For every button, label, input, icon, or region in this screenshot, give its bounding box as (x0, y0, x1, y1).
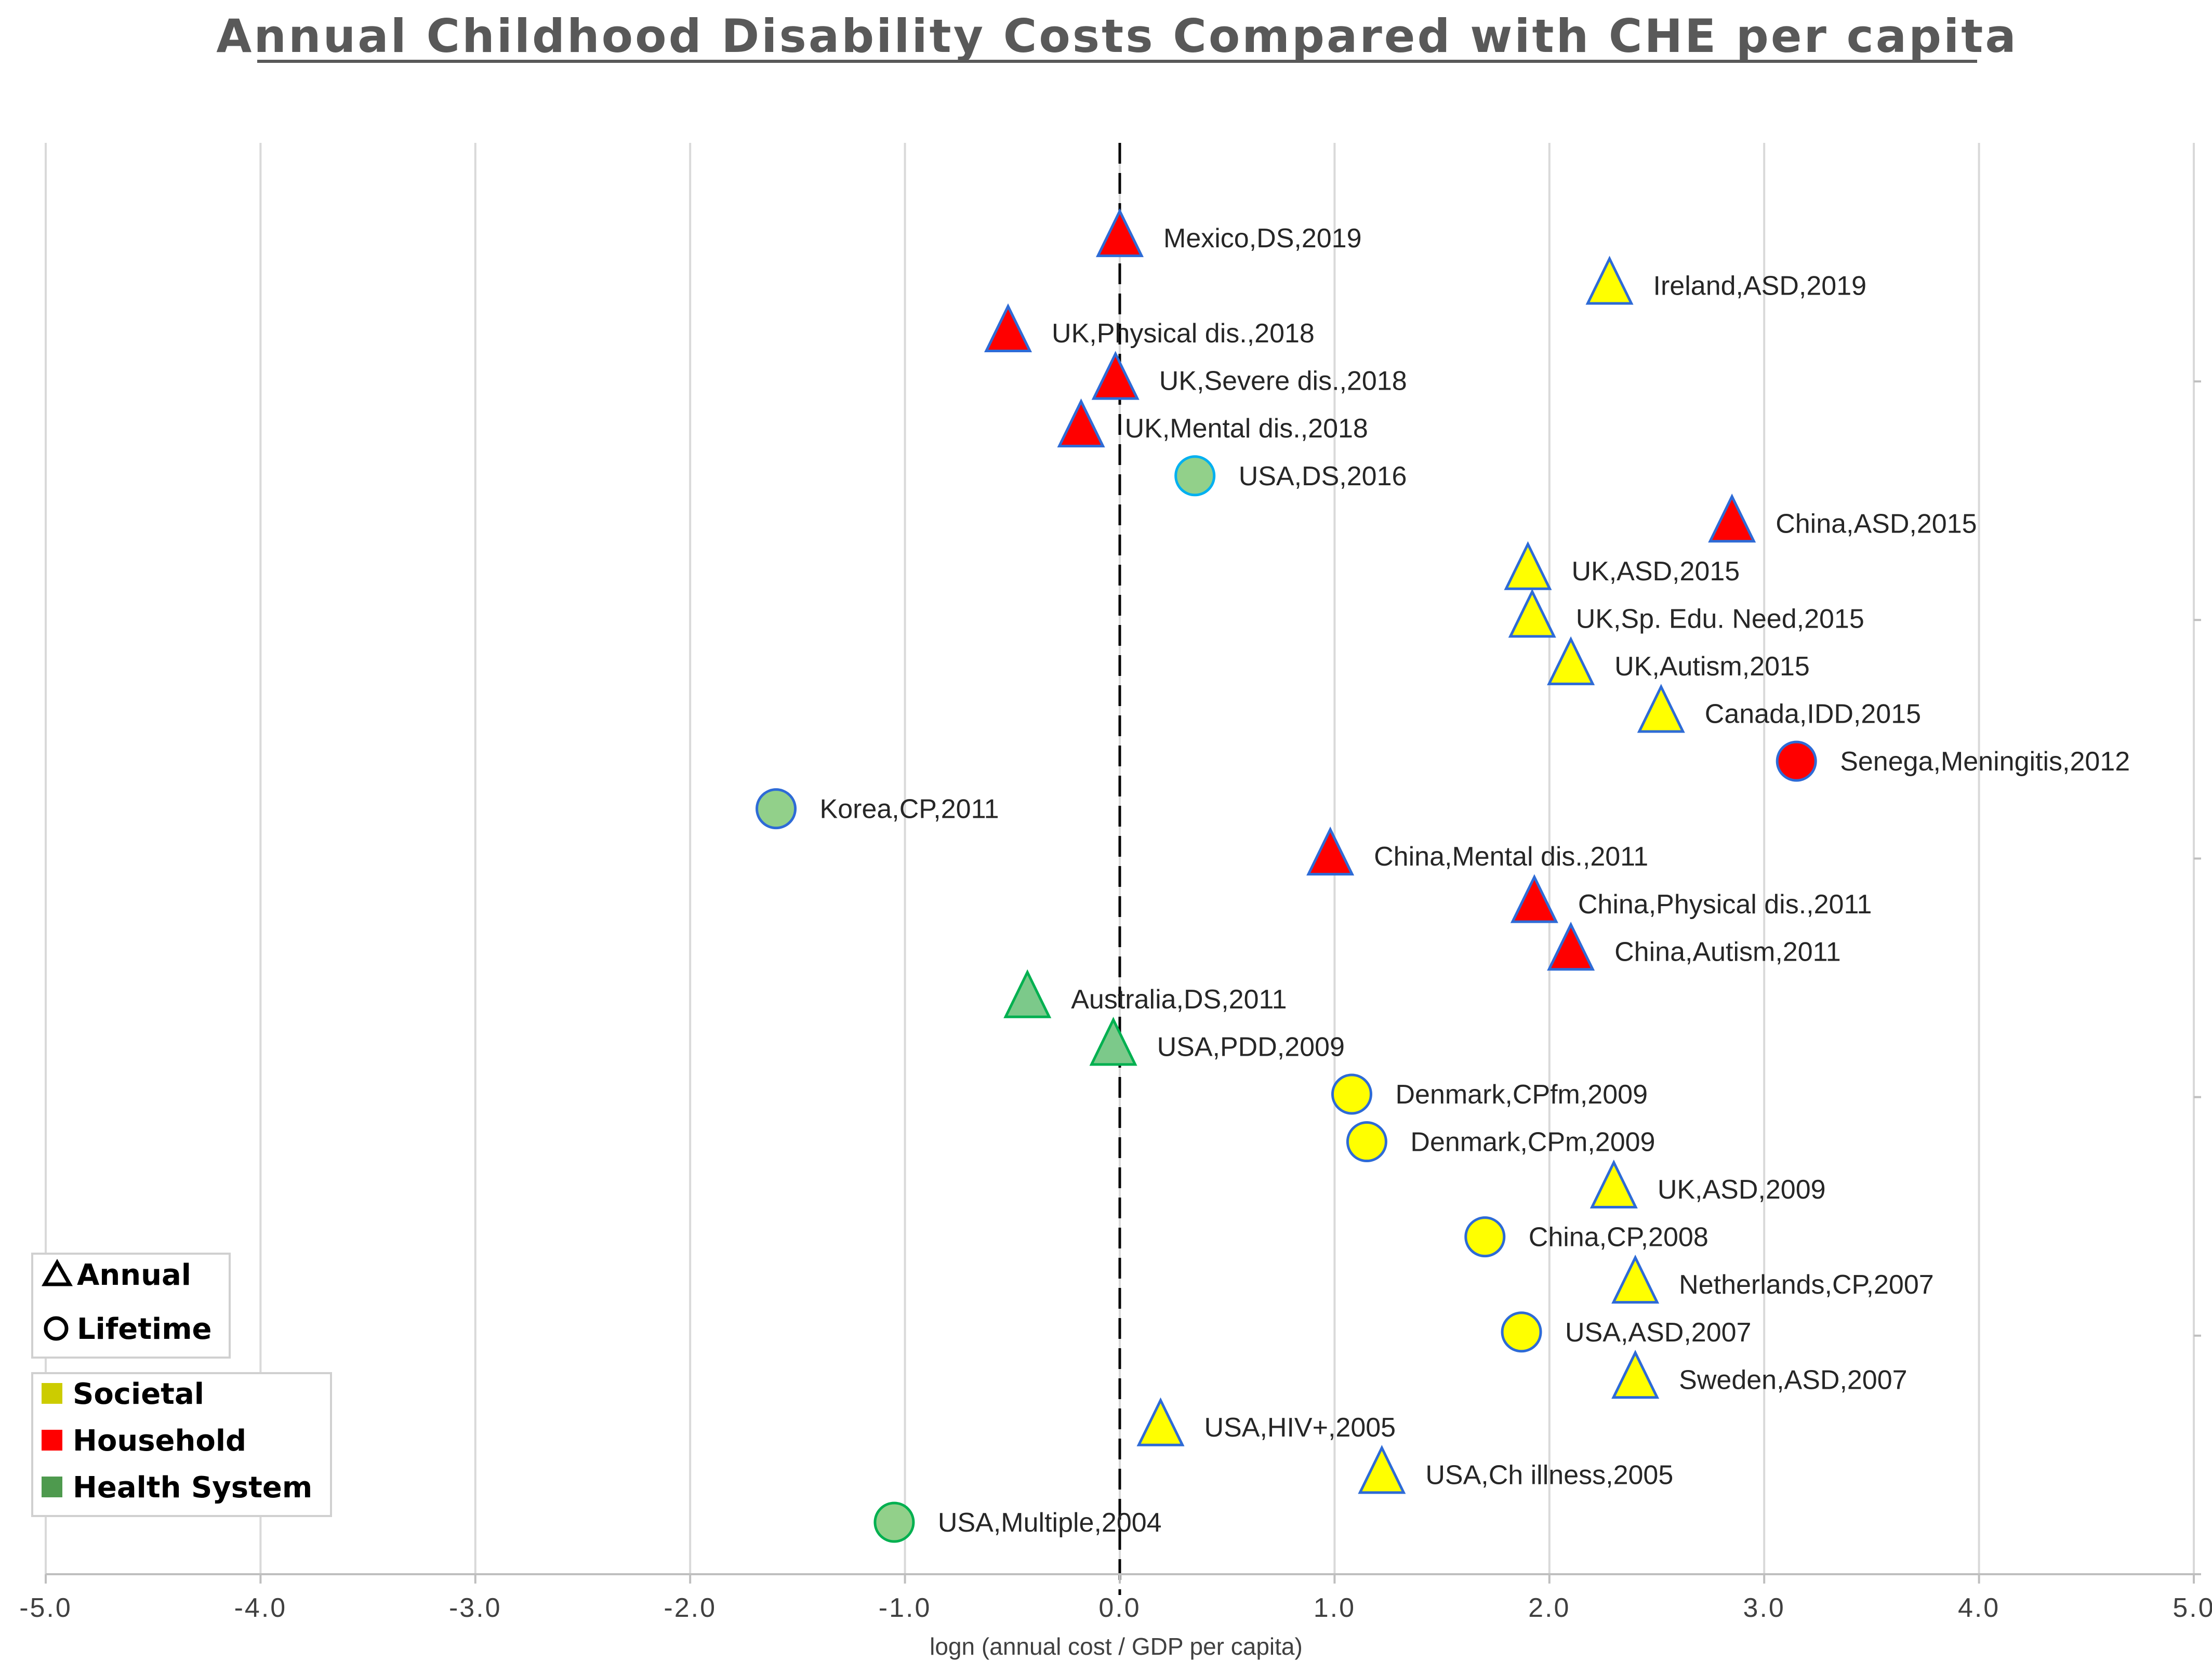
x-axis-label: logn (annual cost / GDP per capita) (930, 1633, 1303, 1660)
x-tick-label: -5.0 (19, 1593, 72, 1623)
circle-icon (44, 1316, 69, 1341)
x-tick-label: 0.0 (1098, 1593, 1141, 1623)
annual-triangle-marker (1708, 494, 1756, 543)
legend: Annual Lifetime Societal Household Healt… (31, 1253, 332, 1517)
point-label: China,Mental dis.,2011 (1374, 842, 1648, 872)
annual-triangle-marker (1057, 398, 1105, 448)
point-label: Denmark,CPfm,2009 (1395, 1080, 1648, 1110)
annual-triangle-marker (1306, 826, 1355, 876)
lifetime-circle-marker (873, 1501, 915, 1543)
annual-triangle-marker (1136, 1397, 1185, 1446)
legend-shape-box (31, 1253, 231, 1359)
point-label: USA,Multiple,2004 (938, 1508, 1162, 1538)
point-label: Sweden,ASD,2007 (1679, 1365, 1907, 1395)
point-label: Senega,Meningitis,2012 (1840, 747, 2130, 777)
x-tick-label: 1.0 (1314, 1593, 1356, 1623)
point-label: China,ASD,2015 (1776, 509, 1977, 539)
household-swatch (42, 1430, 62, 1451)
point-label: Mexico,DS,2019 (1163, 223, 1362, 254)
point-label: China,Autism,2011 (1614, 937, 1841, 967)
point-label: USA,Ch illness,2005 (1425, 1460, 1673, 1490)
annual-triangle-marker (984, 303, 1032, 353)
x-tick-label: -3.0 (449, 1593, 502, 1623)
annual-triangle-marker (1611, 1350, 1660, 1399)
point-label: Australia,DS,2011 (1071, 985, 1287, 1015)
point-label: UK,ASD,2009 (1658, 1175, 1826, 1205)
annual-triangle-marker (1547, 636, 1595, 685)
point-label: China,CP,2008 (1529, 1222, 1708, 1253)
triangle-icon (41, 1258, 73, 1286)
legend-lifetime-label: Lifetime (77, 1312, 212, 1346)
point-label: Ireland,ASD,2019 (1653, 271, 1867, 301)
point-label: Korea,CP,2011 (820, 794, 999, 825)
annual-triangle-marker (1504, 541, 1552, 590)
x-tick-label: -4.0 (234, 1593, 287, 1623)
point-label: Canada,IDD,2015 (1705, 699, 1921, 729)
lifetime-circle-marker (1501, 1311, 1542, 1353)
point-label: UK,Mental dis.,2018 (1125, 414, 1368, 444)
annual-triangle-marker (1637, 684, 1685, 733)
societal-swatch (42, 1383, 62, 1404)
data-points: Mexico,DS,2019 Ireland,ASD,2019 UK,Physica… (756, 208, 2130, 1543)
annual-triangle-marker (1508, 589, 1556, 638)
x-axis: -5.0 -4.0 -3.0 -2.0 -1.0 0.0 1.0 2.0 3.0 4.0 5.0 (19, 380, 2212, 1623)
lifetime-circle-marker (1464, 1216, 1506, 1258)
legend-household-label: Household (73, 1424, 246, 1458)
annual-triangle-marker (1611, 1254, 1660, 1304)
lifetime-circle-marker (1346, 1121, 1387, 1163)
annual-triangle-marker (1358, 1445, 1406, 1494)
point-label: Netherlands,CP,2007 (1679, 1270, 1934, 1300)
annual-triangle-marker (1585, 256, 1634, 305)
lifetime-circle-marker (1331, 1073, 1372, 1115)
point-label: USA,DS,2016 (1239, 461, 1407, 491)
annual-triangle-marker (1091, 351, 1140, 400)
x-tick-label: 4.0 (1958, 1593, 2000, 1623)
annual-triangle-marker (1590, 1159, 1638, 1209)
legend-health-system-label: Health System (73, 1471, 312, 1505)
point-label: USA,PDD,2009 (1157, 1032, 1345, 1062)
lifetime-circle-marker (1174, 455, 1216, 497)
point-label: UK,Sp. Edu. Need,2015 (1576, 604, 1864, 634)
x-tick-label: -2.0 (664, 1593, 717, 1623)
lifetime-circle-marker (1776, 740, 1817, 782)
lifetime-circle-marker (756, 788, 797, 830)
annual-triangle-marker (1089, 1017, 1137, 1066)
x-tick-label: 5.0 (2173, 1593, 2212, 1623)
legend-color-box (31, 1372, 332, 1517)
point-label: UK,Severe dis.,2018 (1159, 366, 1407, 396)
annual-triangle-marker (1095, 208, 1144, 257)
annual-triangle-marker (1510, 874, 1558, 923)
point-label: USA,HIV+,2005 (1204, 1413, 1396, 1443)
legend-annual-label: Annual (77, 1258, 191, 1292)
annual-triangle-marker (1003, 969, 1052, 1018)
point-label: UK,Autism,2015 (1614, 652, 1810, 682)
point-label: China,Physical dis.,2011 (1578, 889, 1872, 920)
legend-societal-label: Societal (73, 1377, 204, 1411)
health-system-swatch (42, 1477, 62, 1497)
x-tick-label: 2.0 (1528, 1593, 1570, 1623)
chart-title: Annual Childhood Disability Costs Compar… (216, 9, 2018, 63)
x-tick-label: 3.0 (1743, 1593, 1785, 1623)
point-label: UK,ASD,2015 (1571, 556, 1740, 587)
point-label: UK,Physical dis.,2018 (1052, 318, 1315, 349)
annual-triangle-marker (1547, 922, 1595, 971)
x-tick-label: -1.0 (879, 1593, 932, 1623)
point-label: Denmark,CPm,2009 (1410, 1127, 1655, 1158)
point-label: USA,ASD,2007 (1565, 1318, 1751, 1348)
